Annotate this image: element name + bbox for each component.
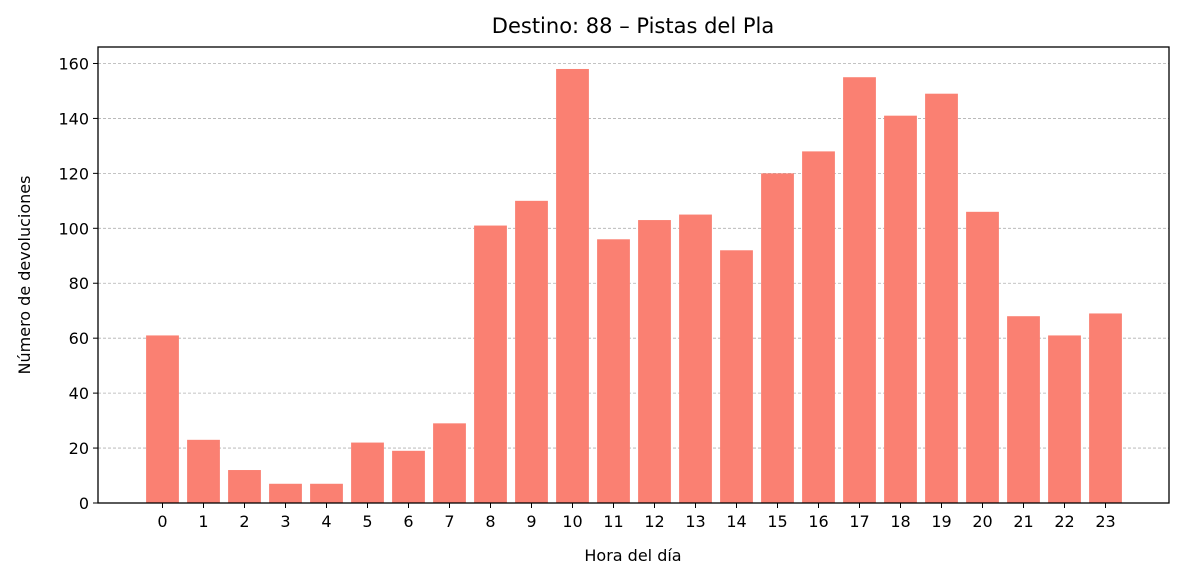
x-tick-label: 18 xyxy=(890,512,910,531)
y-tick-label: 20 xyxy=(69,439,89,458)
bar-hour-22 xyxy=(1048,335,1081,503)
x-axis-ticks: 0 1 2 3 4 5 6 7 8 9 10 11 12 13 14 15 16 17 18 19 20 21 22 23 xyxy=(157,503,1116,531)
bar-hour-19 xyxy=(925,93,958,503)
x-tick-label: 21 xyxy=(1013,512,1033,531)
bars xyxy=(146,68,1122,504)
x-tick-label: 17 xyxy=(849,512,869,531)
bar-hour-15 xyxy=(761,173,794,503)
x-tick-label: 12 xyxy=(644,512,664,531)
x-tick-label: 13 xyxy=(685,512,705,531)
x-tick-label: 1 xyxy=(198,512,208,531)
bar-hour-3 xyxy=(269,483,302,503)
x-tick-label: 22 xyxy=(1054,512,1074,531)
y-tick-label: 100 xyxy=(58,219,89,238)
bar-hour-9 xyxy=(515,200,548,503)
bar-hour-12 xyxy=(638,220,671,503)
x-tick-label: 5 xyxy=(362,512,372,531)
y-tick-label: 0 xyxy=(79,494,89,513)
bar-hour-7 xyxy=(433,423,466,503)
bar-hour-6 xyxy=(392,450,425,503)
x-tick-label: 7 xyxy=(444,512,454,531)
bar-hour-21 xyxy=(1007,316,1040,503)
y-axis-ticks: 0 20 40 60 80 100 120 140 160 xyxy=(58,54,98,513)
bar-hour-4 xyxy=(310,483,343,503)
bar-hour-14 xyxy=(720,250,753,503)
y-tick-label: 80 xyxy=(69,274,89,293)
x-tick-label: 11 xyxy=(603,512,623,531)
x-tick-label: 15 xyxy=(767,512,787,531)
x-tick-label: 19 xyxy=(931,512,951,531)
bar-hour-17 xyxy=(843,77,876,504)
y-tick-label: 40 xyxy=(69,384,89,403)
bar-hour-2 xyxy=(228,470,261,503)
bar-hour-11 xyxy=(597,239,630,503)
x-tick-label: 16 xyxy=(808,512,828,531)
bar-hour-0 xyxy=(146,335,179,503)
bar-hour-5 xyxy=(351,442,384,503)
bar-hour-20 xyxy=(966,211,999,503)
x-tick-label: 23 xyxy=(1095,512,1115,531)
x-tick-label: 4 xyxy=(321,512,331,531)
y-tick-label: 120 xyxy=(58,164,89,183)
x-tick-label: 8 xyxy=(485,512,495,531)
bar-hour-16 xyxy=(802,151,835,503)
x-axis-label: Hora del día xyxy=(584,546,681,565)
bar-hour-18 xyxy=(884,115,917,504)
bar-hour-1 xyxy=(187,439,220,503)
x-tick-label: 6 xyxy=(403,512,413,531)
y-axis-label: Número de devoluciones xyxy=(15,176,34,375)
x-tick-label: 0 xyxy=(157,512,167,531)
y-tick-label: 60 xyxy=(69,329,89,348)
bar-hour-23 xyxy=(1089,313,1122,503)
bar-hour-10 xyxy=(556,68,589,504)
x-tick-label: 9 xyxy=(526,512,536,531)
x-tick-label: 3 xyxy=(280,512,290,531)
bar-hour-13 xyxy=(679,214,712,503)
plot-frame xyxy=(97,46,1170,504)
x-tick-label: 10 xyxy=(562,512,582,531)
x-tick-label: 14 xyxy=(726,512,746,531)
bar-hour-8 xyxy=(474,225,507,504)
x-tick-label: 2 xyxy=(239,512,249,531)
y-tick-label: 140 xyxy=(58,109,89,128)
chart-title: Destino: 88 – Pistas del Pla xyxy=(492,14,774,38)
x-tick-label: 20 xyxy=(972,512,992,531)
y-tick-label: 160 xyxy=(58,54,89,73)
